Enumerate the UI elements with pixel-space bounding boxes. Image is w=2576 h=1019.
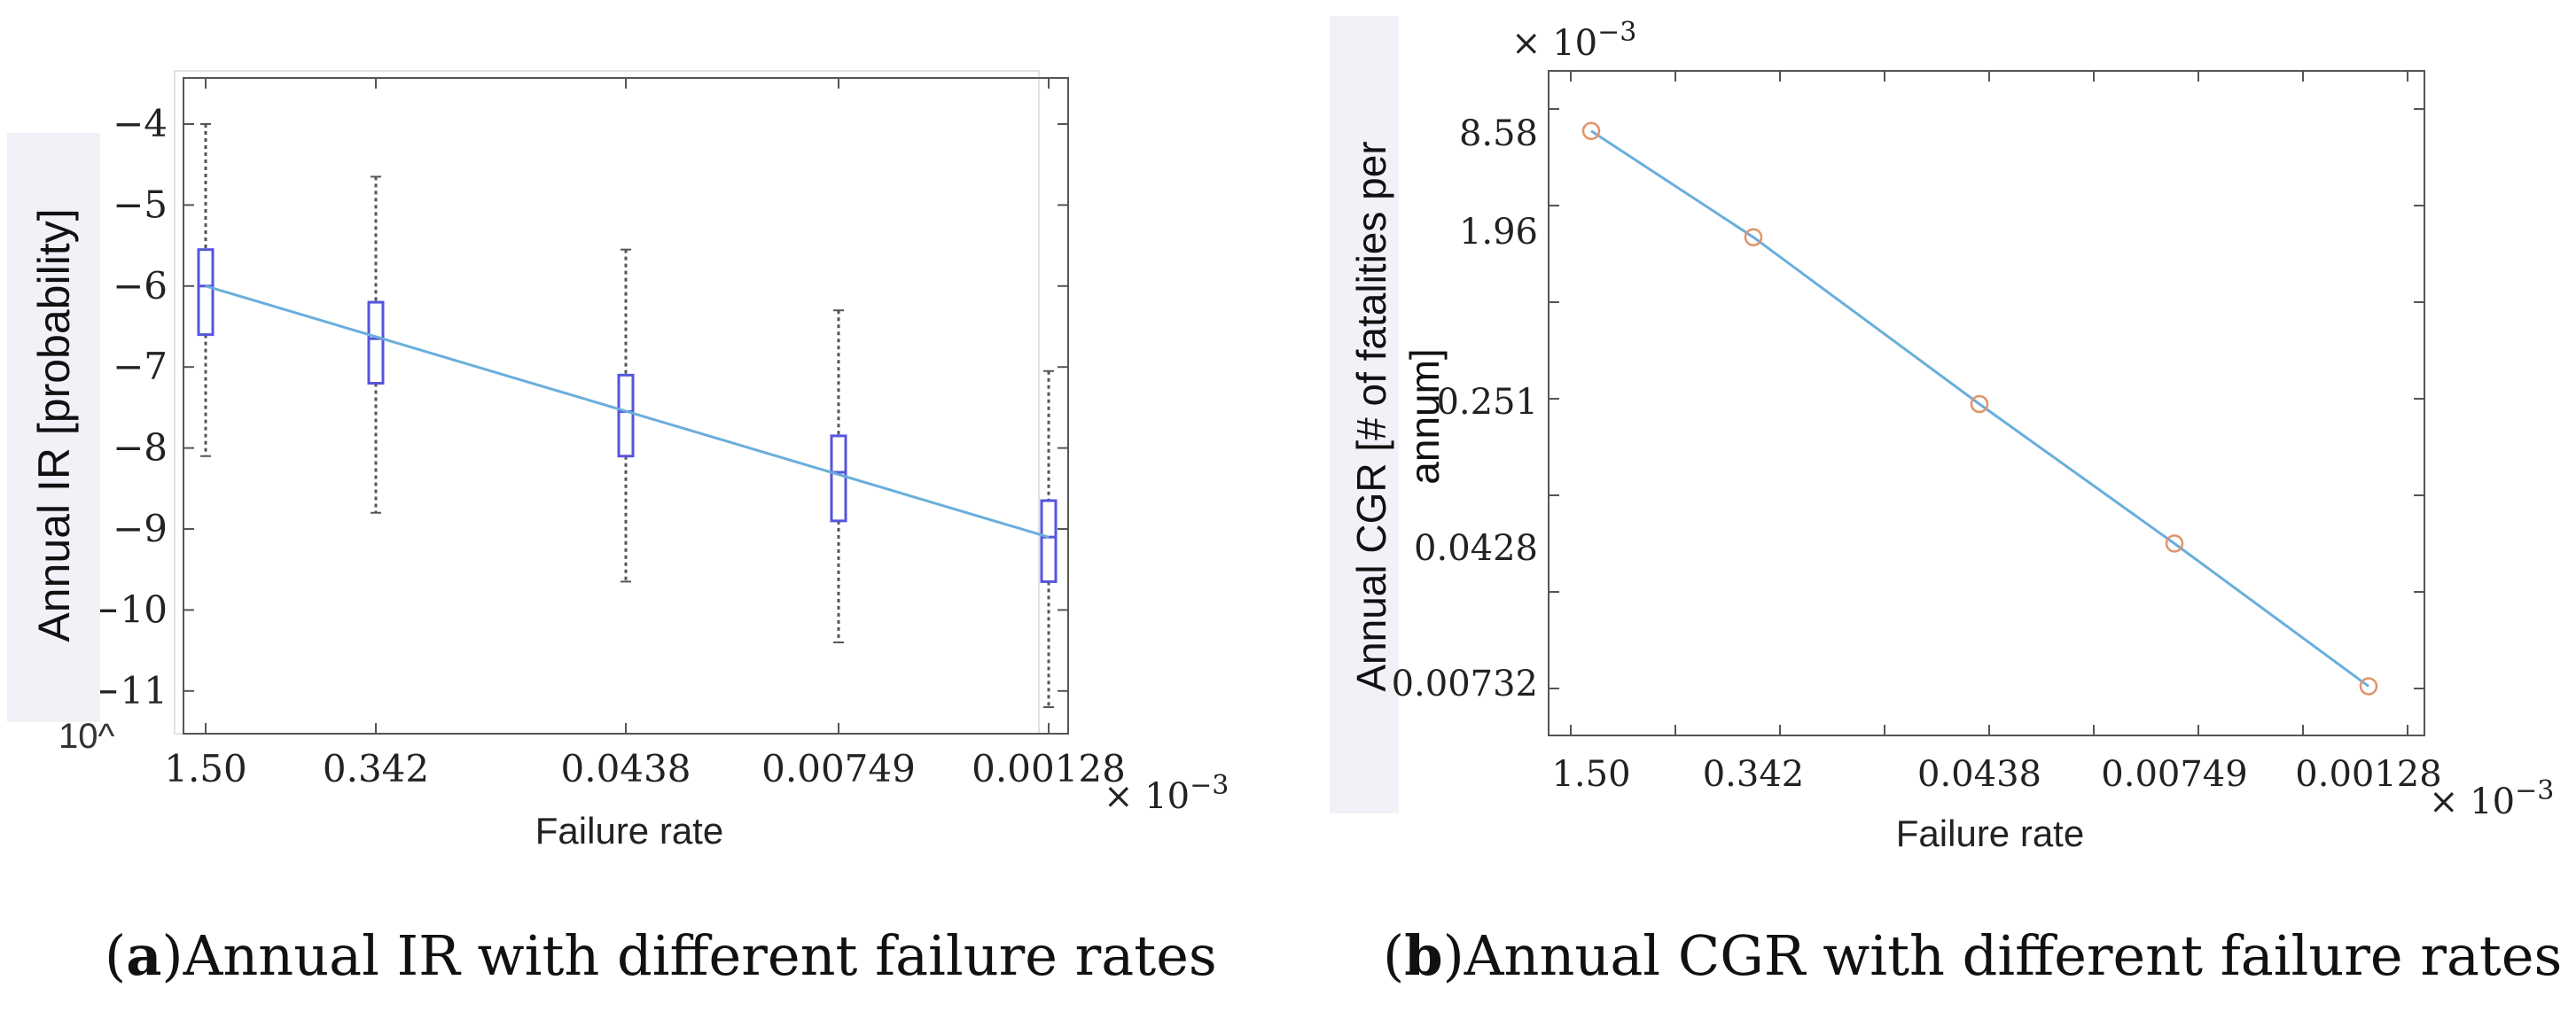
x-tick-label: 0.342: [1703, 754, 1805, 795]
panel-b-x-axis-label: Failure rate: [1896, 813, 2084, 854]
y-tick-label: 8.58: [1459, 113, 1538, 154]
panel-b-line-group: [1590, 129, 2369, 688]
y-tick-label: 1.96: [1459, 212, 1538, 253]
y-tick-label: −9: [113, 507, 168, 550]
x-tick-label: 1.50: [1551, 754, 1630, 795]
panel-b-y-axis-label-line2: annum]: [1401, 348, 1448, 484]
y-tick-label: −7: [113, 345, 168, 388]
panel-b-cgr-line: 8.58 1.96 0.251 0.0428 0.00732 1.50 0.342 0.04…: [1330, 16, 2562, 988]
panel-a-x-multiplier: × 10−3: [1104, 770, 1229, 817]
panel-a-boxes: [197, 248, 1058, 583]
panel-b-y-axis-label-line1: Annual CGR [# of fatalities per: [1348, 141, 1394, 691]
panel-b-caption: (b)Annual CGR with different failure rat…: [1383, 923, 2562, 988]
panel-a-x-ticks: 1.50 0.342 0.0438 0.00749 0.00128: [164, 78, 1126, 790]
box: [197, 248, 215, 337]
panel-a-whiskers: [200, 123, 1054, 709]
panel-b-x-multiplier: × 10−3: [2429, 775, 2554, 822]
y-tick-label: −10: [89, 587, 168, 631]
x-tick-label: 0.00128: [972, 747, 1126, 790]
panel-a-y-ticks: −4 −5 −6 −7 −8 −9 −10 −11: [89, 102, 1068, 712]
x-tick-label: 0.00749: [761, 747, 916, 790]
panel-b-ylabel-backdrop: [1330, 16, 1399, 813]
data-point: [2165, 534, 2184, 553]
panel-a-trend-line-group: [205, 284, 1050, 539]
trend-line: [205, 284, 1050, 539]
series-line: [1590, 129, 2369, 688]
y-tick-label: −11: [89, 669, 168, 712]
x-tick-label: 0.0438: [561, 747, 691, 790]
x-tick-label: 0.0438: [1917, 754, 2041, 795]
y-tick-label: −8: [113, 426, 168, 470]
panel-a-plot-background: [174, 70, 1040, 735]
x-tick-label: 0.342: [323, 747, 429, 790]
data-point: [1581, 121, 1601, 141]
panel-b-markers: [1581, 121, 2378, 696]
panel-b-y-ticks: 8.58 1.96 0.251 0.0428 0.00732: [1392, 108, 2424, 704]
box: [617, 373, 635, 458]
panel-a-y-axis-label: Annual IR [probability]: [29, 208, 79, 642]
y-tick-label: 0.251: [1436, 382, 1538, 423]
y-tick-label: −5: [113, 183, 168, 226]
y-tick-label: −4: [113, 102, 168, 145]
x-tick-label: 0.00128: [2295, 754, 2441, 795]
x-tick-label: 0.00749: [2101, 754, 2247, 795]
panel-a-caption: (a)Annual IR with different failure rate…: [105, 923, 1217, 988]
x-tick-label: 1.50: [164, 747, 247, 790]
panel-a-x-axis-label: Failure rate: [535, 810, 723, 852]
y-tick-label: 0.0428: [1414, 528, 1538, 569]
y-tick-label: −6: [113, 264, 168, 307]
box: [830, 434, 847, 523]
panel-a-y-prefix: 10^: [59, 717, 114, 756]
data-point: [1970, 394, 1989, 414]
panel-a-ylabel-backdrop: [7, 133, 100, 722]
panel-a-ir-boxplot: −4 −5 −6 −7 −8 −9 −10 −11 1.50 0.342 0.0438 0.0074…: [7, 70, 1229, 988]
data-point: [1744, 228, 1763, 246]
panel-b-y-multiplier: × 10−3: [1511, 17, 1636, 64]
panel-b-x-ticks: 1.50 0.342 0.0438 0.00749 0.00128: [1551, 71, 2442, 795]
box: [367, 300, 385, 385]
data-point: [2359, 677, 2378, 696]
box: [1040, 499, 1058, 583]
y-tick-label: 0.00732: [1392, 664, 1538, 704]
